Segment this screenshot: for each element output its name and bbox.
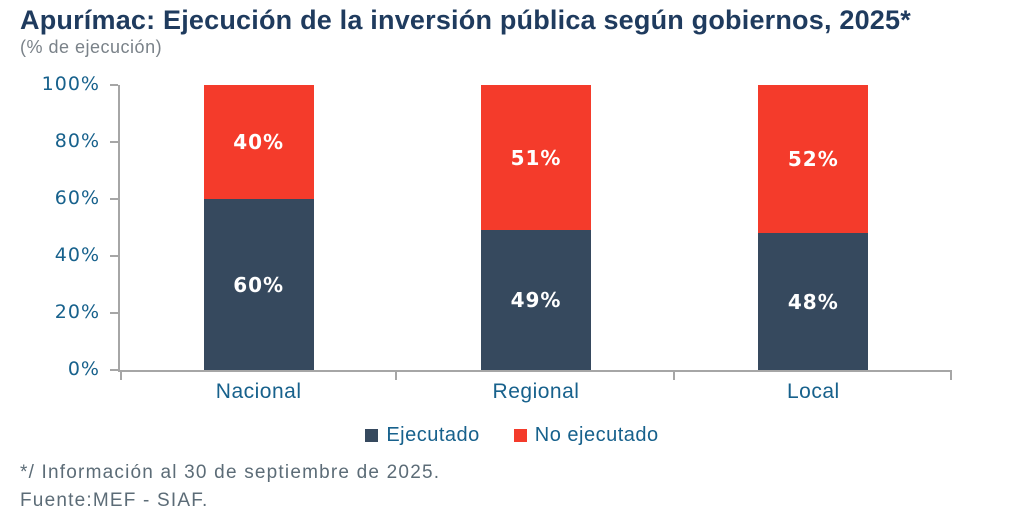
- y-axis-tick-label: 20%: [54, 301, 100, 323]
- x-axis-tick: [950, 372, 952, 380]
- y-axis-tick-label: 100%: [41, 73, 100, 95]
- x-axis-tick: [672, 372, 675, 380]
- y-axis-tick: [110, 198, 118, 200]
- footnotes: */ Información al 30 de septiembre de 20…: [20, 459, 440, 515]
- bar-segment-ejecutado-nacional: 60%: [203, 199, 314, 370]
- footnote-source: Fuente:MEF - SIAF.: [20, 490, 209, 511]
- bar-segment-no-ejecutado-nacional: 40%: [203, 85, 314, 199]
- legend-item-no-ejecutado: No ejecutado: [513, 424, 659, 447]
- bar-segment-no-ejecutado-local: 52%: [758, 85, 869, 234]
- bar-value-label: 49%: [510, 288, 562, 313]
- chart-title: Apurímac: Ejecución de la inversión públ…: [20, 5, 911, 35]
- chart-subtitle: (% de ejecución): [20, 37, 163, 57]
- y-axis-tick-label: 0%: [67, 358, 100, 380]
- x-axis-tick: [395, 372, 398, 380]
- footnote-info: */ Información al 30 de septiembre de 20…: [20, 462, 441, 483]
- x-axis-category-label-nacional: Nacional: [215, 380, 302, 403]
- chart-legend: Ejecutado No ejecutado: [0, 424, 1024, 447]
- y-axis-tick: [110, 255, 118, 257]
- y-axis-tick: [110, 369, 118, 371]
- bar-value-label: 52%: [787, 147, 839, 172]
- x-axis-category-label-regional: Regional: [492, 380, 580, 403]
- y-axis-tick: [110, 141, 118, 143]
- bar-segment-ejecutado-regional: 49%: [481, 230, 591, 370]
- bar-segment-ejecutado-local: 48%: [758, 233, 869, 370]
- legend-swatch-icon: [365, 429, 379, 442]
- legend-item-ejecutado: Ejecutado: [365, 424, 479, 447]
- bar-segment-no-ejecutado-regional: 51%: [481, 85, 591, 231]
- y-axis-tick-label: 40%: [54, 244, 100, 266]
- y-axis-tick-label: 60%: [54, 187, 100, 209]
- bar-value-label: 40%: [233, 130, 285, 154]
- x-axis-tick: [120, 372, 122, 380]
- plot-area: 0% 20% 40% 60% 80% 100% 60% 40% Nacional 49% 51% Re…: [42, 73, 952, 403]
- legend-label: No ejecutado: [534, 424, 659, 446]
- bar-value-label: 48%: [787, 289, 839, 314]
- y-axis-tick: [110, 84, 118, 86]
- y-axis-tick: [110, 312, 118, 314]
- bar-value-label: 60%: [233, 272, 285, 297]
- y-axis-tick-label: 80%: [54, 130, 100, 152]
- legend-swatch-icon: [513, 429, 527, 442]
- x-axis-category-label-local: Local: [786, 380, 840, 403]
- legend-label: Ejecutado: [386, 424, 480, 446]
- bar-value-label: 51%: [510, 145, 562, 170]
